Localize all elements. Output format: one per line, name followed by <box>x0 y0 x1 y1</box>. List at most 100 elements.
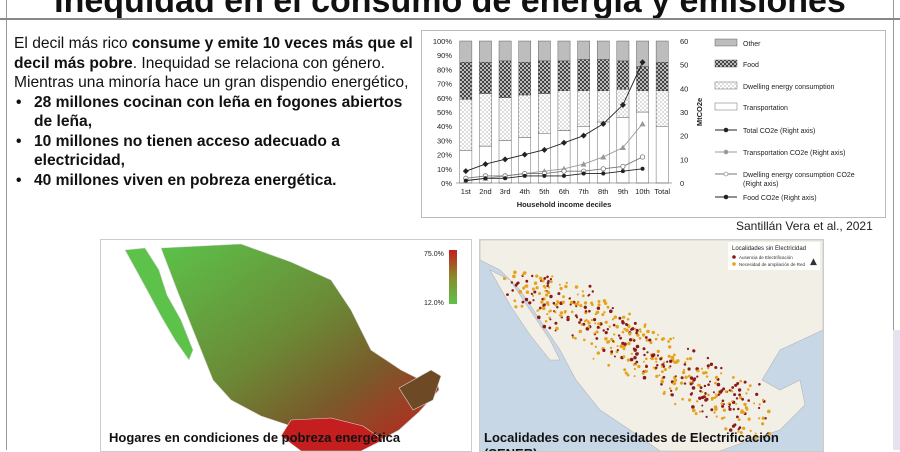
locality-point <box>722 403 725 406</box>
intro-paragraph: El decil más rico consume y emite 10 vec… <box>14 34 414 73</box>
locality-point <box>695 367 699 370</box>
legend-swatch <box>714 81 738 90</box>
locality-point <box>536 309 539 312</box>
line-point <box>640 166 645 171</box>
legend-label: Other <box>743 41 761 48</box>
locality-point <box>626 358 630 362</box>
locality-point <box>555 303 559 306</box>
locality-point <box>729 428 733 432</box>
locality-point <box>601 313 605 317</box>
legend-label: Food CO2e (Right axis) <box>743 195 817 202</box>
locality-point <box>701 404 704 407</box>
locality-point <box>642 360 645 363</box>
locality-point <box>559 311 564 315</box>
y-right-tick-label: 40 <box>680 84 688 93</box>
locality-point <box>597 322 601 326</box>
line-point <box>462 168 469 175</box>
locality-point <box>668 387 672 390</box>
locality-point <box>603 311 606 314</box>
legend-label: Food <box>743 62 759 69</box>
locality-point <box>753 402 756 405</box>
locality-point <box>642 375 647 380</box>
locality-point <box>707 393 710 397</box>
locality-point <box>659 357 663 361</box>
locality-point <box>680 376 684 380</box>
legend-marker-absence <box>732 255 736 259</box>
locality-point <box>722 387 726 391</box>
locality-point <box>548 286 551 289</box>
title-rule <box>0 18 900 20</box>
y-right-tick-label: 10 <box>680 155 688 164</box>
locality-point <box>623 342 627 346</box>
legend-max-label: 75.0% <box>424 251 444 258</box>
legend-item-expansion: Necesidad de ampliación de Red <box>739 262 806 267</box>
energy-poverty-map: 75.0% 12.0% Hogares en condiciones de po… <box>100 239 472 452</box>
locality-point <box>522 286 526 290</box>
locality-point <box>670 393 674 397</box>
legend-item-absence: Ausencia de Electrificación <box>739 255 793 260</box>
locality-point <box>634 327 637 330</box>
locality-point <box>710 408 714 412</box>
locality-point <box>758 417 761 420</box>
line-point <box>541 146 548 153</box>
x-tick-label: 1st <box>461 187 472 196</box>
locality-point <box>588 309 591 313</box>
locality-point <box>576 300 580 304</box>
locality-point <box>714 366 718 369</box>
locality-point <box>532 299 535 302</box>
locality-point <box>548 316 551 319</box>
locality-point <box>633 348 637 352</box>
locality-point <box>538 292 542 295</box>
locality-point <box>697 383 700 387</box>
locality-point <box>650 356 654 361</box>
locality-point <box>641 371 645 375</box>
locality-point <box>741 397 744 401</box>
locality-point <box>662 365 666 368</box>
locality-point <box>582 322 586 326</box>
locality-point <box>645 357 648 361</box>
locality-point <box>674 360 678 364</box>
locality-point <box>603 301 608 305</box>
locality-point <box>635 352 639 356</box>
locality-point <box>629 357 634 362</box>
bar-segment <box>616 60 630 90</box>
locality-point <box>560 314 563 318</box>
locality-point <box>570 310 574 314</box>
locality-point <box>532 294 535 297</box>
locality-point <box>691 386 696 390</box>
locality-point <box>622 347 626 351</box>
locality-point <box>593 332 596 335</box>
locality-point <box>606 341 609 344</box>
line-point <box>502 156 509 163</box>
line-point <box>522 173 527 178</box>
locality-point <box>625 328 629 332</box>
line-point <box>620 169 625 174</box>
locality-point <box>743 380 747 384</box>
locality-point <box>684 375 688 379</box>
locality-point <box>588 293 591 296</box>
locality-point <box>547 290 551 295</box>
locality-point <box>541 279 545 283</box>
locality-point <box>721 399 725 403</box>
locality-point <box>549 278 552 281</box>
locality-point <box>688 357 693 361</box>
bar-segment <box>636 90 649 113</box>
locality-point <box>639 330 642 333</box>
locality-point <box>524 284 527 288</box>
locality-point <box>684 361 687 364</box>
locality-point <box>623 327 626 331</box>
locality-point <box>692 349 696 353</box>
locality-point <box>740 410 744 414</box>
locality-point <box>590 319 593 322</box>
locality-point <box>590 342 594 345</box>
locality-point <box>696 375 699 378</box>
locality-point <box>608 325 611 328</box>
locality-point <box>737 428 740 431</box>
locality-point <box>621 330 625 334</box>
locality-point <box>554 321 558 325</box>
locality-point <box>667 354 671 358</box>
y-right-tick-label: 20 <box>680 132 688 141</box>
bar-segment <box>636 40 649 67</box>
line-point <box>600 153 607 160</box>
bar-segment <box>577 59 590 91</box>
